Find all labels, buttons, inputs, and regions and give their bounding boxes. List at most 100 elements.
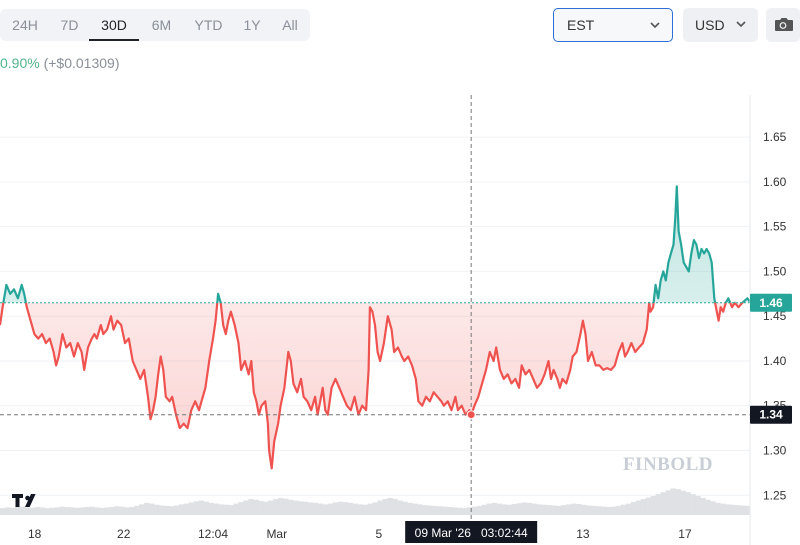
volume-bar xyxy=(491,502,498,515)
range-tabs: 24H 7D 30D 6M YTD 1Y All xyxy=(0,9,310,41)
volume-bar xyxy=(178,504,185,515)
volume-bar xyxy=(650,496,657,515)
volume-bar xyxy=(283,498,289,515)
volume-bar xyxy=(541,504,547,515)
volume-bar xyxy=(24,507,31,515)
currency-value: USD xyxy=(695,17,725,33)
volume-bar xyxy=(352,503,359,515)
volume-bar xyxy=(337,501,344,515)
chevron-down-icon xyxy=(650,22,660,29)
volume-bar xyxy=(9,507,16,515)
volume-bar xyxy=(516,503,522,515)
range-tab-ytd[interactable]: YTD xyxy=(194,17,223,33)
volume-bar xyxy=(586,505,592,515)
range-tab-30d[interactable]: 30D xyxy=(89,9,139,41)
price-axis: 1.251.301.351.401.451.501.551.601.65 xyxy=(763,130,787,502)
volume-bar xyxy=(521,502,527,515)
volume-bar xyxy=(581,504,587,515)
volume-bar xyxy=(268,500,274,515)
screenshot-button[interactable] xyxy=(766,8,800,42)
volume-bar xyxy=(144,502,150,515)
volume-bar xyxy=(417,504,423,515)
y-tick-label: 1.60 xyxy=(763,175,787,189)
volume-bar xyxy=(715,502,721,515)
crosshair-price-badge: 1.34 xyxy=(750,405,792,424)
currency-select[interactable]: USD xyxy=(683,8,758,42)
timezone-select[interactable]: EST xyxy=(553,8,673,42)
volume-bar xyxy=(134,505,140,515)
volume-bar xyxy=(451,507,458,515)
volume-bar xyxy=(605,507,612,515)
range-tab-24h[interactable]: 24H xyxy=(12,17,38,33)
svg-text:1.46: 1.46 xyxy=(759,296,783,310)
volume-bar xyxy=(149,503,155,515)
volume-bar xyxy=(501,504,508,515)
volume-bar xyxy=(566,504,572,515)
volume-bar xyxy=(432,505,438,515)
price-chart[interactable]: FINBOLD 1.251.301.351.401.451.501.551.60… xyxy=(0,95,800,545)
volume-bar xyxy=(466,507,473,515)
range-tab-1y[interactable]: 1Y xyxy=(243,17,261,33)
volume-bar xyxy=(610,506,617,515)
volume-bar xyxy=(288,499,294,515)
volume-bar xyxy=(660,492,666,515)
volume-bar xyxy=(740,505,746,515)
x-tick-label: 13 xyxy=(576,527,590,541)
volume-bar xyxy=(402,501,408,515)
y-tick-label: 1.65 xyxy=(763,130,787,144)
price-change-amount: (+$0.01309) xyxy=(43,55,120,71)
volume-bar xyxy=(124,507,130,515)
volume-bar xyxy=(263,501,269,515)
volume-bar xyxy=(293,500,299,515)
volume-bar xyxy=(461,508,468,515)
volume-bar xyxy=(104,507,110,515)
volume-bar xyxy=(183,503,190,515)
volume-bar xyxy=(14,507,21,515)
volume-bar xyxy=(49,507,56,515)
last-price-badge: 1.46 xyxy=(750,293,792,312)
range-tab-6m[interactable]: 6M xyxy=(151,17,172,33)
volume-bar xyxy=(188,502,195,515)
volume-bar xyxy=(695,496,701,515)
crosshair-time-badge: 09 Mar '26 03:02:44 xyxy=(405,521,538,543)
volume-bar xyxy=(89,506,95,515)
volume-bar xyxy=(362,504,368,515)
volume-bar xyxy=(119,506,125,515)
volume-bar xyxy=(322,504,329,515)
volume-bar xyxy=(74,507,80,515)
volume-bar xyxy=(556,505,562,515)
svg-text:1.34: 1.34 xyxy=(759,408,783,422)
volume-bar xyxy=(496,503,503,515)
volume-bar xyxy=(670,488,676,515)
volume-bar xyxy=(486,503,493,515)
volume-bar xyxy=(630,502,637,515)
volume-bar xyxy=(198,500,205,515)
volume-bar xyxy=(437,506,443,515)
volume-bar xyxy=(531,503,537,515)
volume-bar xyxy=(456,507,463,515)
range-tab-all[interactable]: All xyxy=(282,17,298,33)
volume-bar xyxy=(680,490,686,515)
volume-bar xyxy=(0,508,6,515)
volume-bar xyxy=(64,507,70,515)
volume-bar xyxy=(153,504,160,515)
volume-bar xyxy=(59,506,65,515)
volume-bar xyxy=(223,504,229,515)
volume-bar xyxy=(511,503,517,515)
volume-bar xyxy=(327,503,334,515)
volume-bar xyxy=(447,507,453,515)
volume-bar xyxy=(382,499,388,515)
area-fill-up xyxy=(3,186,750,303)
volume-bar xyxy=(253,499,259,515)
volume-histogram xyxy=(0,488,751,515)
x-tick-label: 17 xyxy=(678,527,692,541)
volume-bar xyxy=(39,507,46,515)
volume-bar xyxy=(372,502,378,515)
volume-bar xyxy=(163,505,170,515)
y-tick-label: 1.30 xyxy=(763,444,787,458)
volume-bar xyxy=(620,504,627,515)
range-tab-7d[interactable]: 7D xyxy=(60,17,79,33)
volume-bar xyxy=(367,503,373,515)
volume-bar xyxy=(347,502,354,515)
volume-bar xyxy=(332,502,339,515)
